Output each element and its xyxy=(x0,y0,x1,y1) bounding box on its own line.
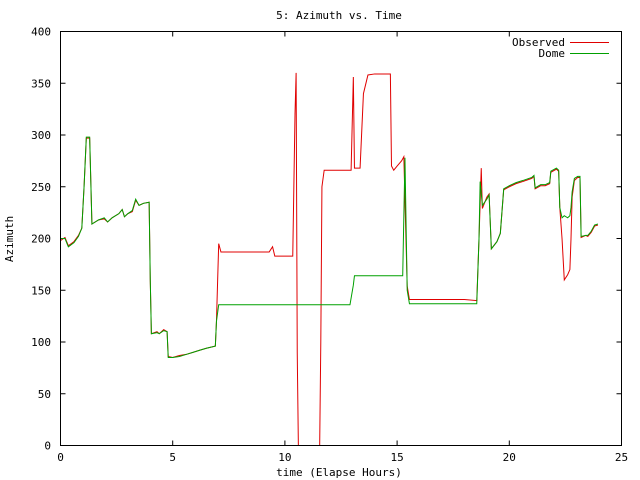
x-tick-label: 15 xyxy=(390,451,403,464)
legend-label-observed: Observed xyxy=(512,36,565,49)
y-tick-label: 200 xyxy=(31,233,51,246)
y-tick-label: 300 xyxy=(31,129,51,142)
x-tick-label: 10 xyxy=(278,451,291,464)
y-tick-label: 0 xyxy=(44,440,51,453)
series-line-observed xyxy=(60,72,599,446)
y-tick-label: 100 xyxy=(31,336,51,349)
y-axis-label: Azimuth xyxy=(3,216,16,262)
y-tick-label: 50 xyxy=(38,388,51,401)
x-tick-label: 0 xyxy=(57,451,64,464)
chart-title: 5: Azimuth vs. Time xyxy=(276,9,402,22)
y-tick-label: 350 xyxy=(31,77,51,90)
y-tick-label: 250 xyxy=(31,181,51,194)
legend: Observed Dome xyxy=(512,36,609,60)
x-axis-label: time (Elapse Hours) xyxy=(276,466,402,479)
series-layer xyxy=(60,72,599,446)
y-tick-label: 150 xyxy=(31,284,51,297)
x-tick-label: 5 xyxy=(169,451,176,464)
x-tick-label: 20 xyxy=(503,451,516,464)
x-axis: 0 5 10 15 20 25 xyxy=(57,31,628,464)
y-tick-label: 400 xyxy=(31,26,51,39)
legend-label-dome: Dome xyxy=(539,47,566,60)
x-tick-label: 25 xyxy=(615,451,628,464)
plot-frame xyxy=(60,31,622,446)
y-axis: 0 50 100 150 200 250 300 350 400 xyxy=(31,26,622,453)
series-line-dome xyxy=(60,136,599,359)
